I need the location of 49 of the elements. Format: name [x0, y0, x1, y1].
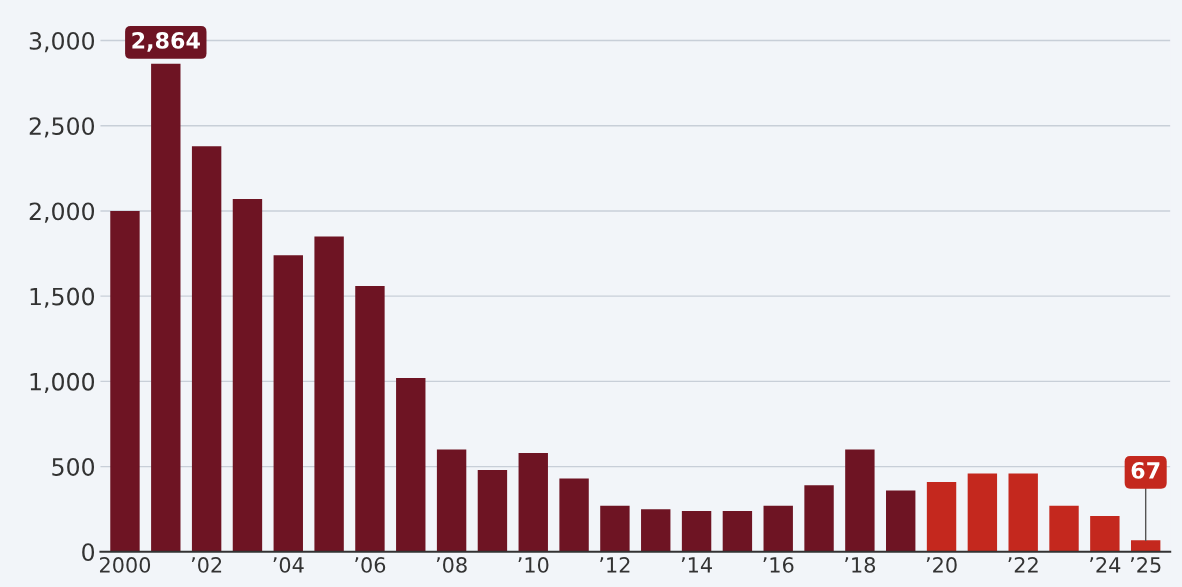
bar — [477, 469, 508, 552]
x-tick-label: ’06 — [355, 557, 386, 573]
x-tick-label: ’16 — [763, 557, 794, 573]
bar — [355, 285, 385, 552]
x-tick-label: ’02 — [191, 557, 222, 573]
bar — [1130, 540, 1161, 552]
x-tick-label: ’25 — [1130, 557, 1161, 573]
bar — [273, 255, 303, 552]
x-tick-label: ’04 — [273, 557, 304, 573]
bar — [763, 505, 793, 552]
y-tick-label: 0 — [82, 543, 95, 562]
bar — [314, 236, 344, 552]
x-tick-label: ’22 — [1008, 557, 1038, 573]
bar — [600, 505, 630, 552]
x-tick-label: ’24 — [1090, 557, 1121, 573]
bar — [559, 478, 589, 552]
y-tick-label: 3,000 — [29, 31, 95, 53]
bar — [1008, 473, 1038, 552]
y-tick-label: 2,500 — [29, 117, 95, 138]
x-tick-label: ’08 — [436, 557, 467, 573]
bar — [804, 485, 834, 552]
bar — [518, 452, 548, 552]
bar — [967, 473, 998, 552]
bar — [886, 490, 916, 552]
y-tick-label: 1,500 — [30, 287, 95, 308]
bar — [396, 377, 426, 552]
bar — [1049, 505, 1079, 552]
x-tick-label: ’18 — [845, 557, 876, 573]
y-tick-label: 1,000 — [30, 372, 95, 394]
y-tick-label: 2,000 — [29, 202, 95, 223]
bar — [926, 481, 957, 552]
bar — [436, 449, 467, 552]
bar — [722, 510, 753, 552]
y-tick-label: 500 — [52, 458, 95, 476]
x-tick-label: ’12 — [600, 557, 630, 573]
bar — [641, 509, 671, 552]
bar — [232, 199, 263, 552]
bar — [151, 63, 181, 552]
bar — [845, 449, 875, 552]
x-tick-label: ’10 — [518, 557, 549, 573]
bar — [1090, 515, 1120, 552]
bar — [110, 210, 140, 552]
x-tick-label: ’20 — [926, 557, 957, 573]
bar — [191, 146, 222, 552]
bar — [681, 510, 712, 552]
x-tick-label: ’14 — [681, 557, 712, 573]
data-label: 2,864 — [132, 32, 200, 52]
x-tick-label: 2000 — [99, 557, 151, 573]
data-label: 67 — [1131, 462, 1160, 479]
